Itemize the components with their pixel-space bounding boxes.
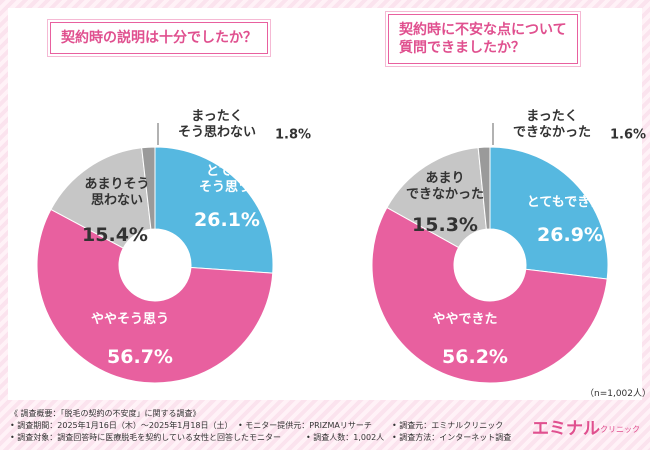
slice-value: 1.8% (274, 127, 312, 143)
logo-sub: クリニック (600, 425, 640, 434)
donut-slice (36, 208, 274, 384)
slice-label: あまり できなかった (405, 171, 485, 202)
footer-item: • 調査人数：1,002人 (306, 433, 385, 442)
slice-label: とても そう思う (198, 164, 252, 195)
slice-value: 15.3% (412, 214, 478, 236)
donut-slice (371, 206, 608, 384)
donut-slice (50, 147, 152, 249)
footer-item: • 調査元：エミナルクリニック (392, 421, 504, 430)
footer-item: • 調査期間：2025年1月16日（木）～2025年1月18日（土） (10, 421, 233, 430)
donut-slice (489, 146, 609, 280)
footer-heading: 《 調査概要：「脱毛の契約の不安度」に関する調査》 (10, 409, 201, 418)
donut-slice (141, 146, 156, 230)
logo: エミナル (532, 419, 600, 439)
footer-item: • モニター提供元：PRIZMAリサーチ (238, 421, 372, 430)
donut-slice (386, 147, 487, 249)
slice-label: ややそう思う (90, 312, 170, 327)
chart-title: 契約時の説明は十分でしたか？ (47, 19, 271, 57)
slice-label: ややできた (432, 312, 498, 327)
footer-item: • 調査方法：インターネット調査 (392, 433, 512, 442)
donut-slice (154, 146, 274, 274)
slice-value: 15.4% (82, 224, 148, 246)
footer-item: • 調査対象：調査回答時に医療脱毛を契約している女性と回答したモニター (10, 433, 282, 442)
slice-value: 1.6% (609, 127, 647, 143)
slice-label: とてもできた (526, 195, 604, 210)
chart-title: 契約時に不安な点について 質問できましたか？ (385, 11, 581, 67)
slice-value: 56.2% (442, 346, 508, 368)
slice-value: 26.9% (537, 224, 603, 246)
slice-value: 56.7% (107, 346, 173, 368)
slice-label: まったく できなかった (512, 109, 592, 140)
slice-label: まったく そう思わない (177, 109, 257, 140)
sample-note: （n=1,002人） (585, 389, 650, 399)
donut-slice (477, 146, 491, 230)
slice-value: 26.1% (194, 209, 260, 231)
slice-label: あまりそう 思わない (84, 177, 150, 208)
